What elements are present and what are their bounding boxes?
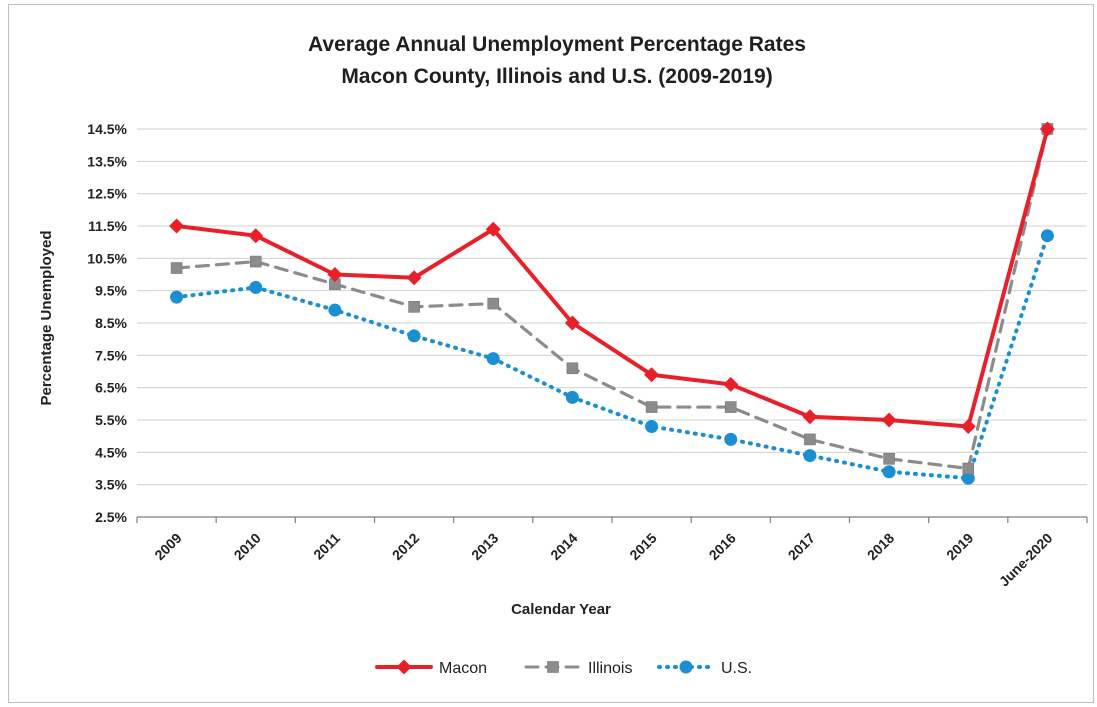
data-point-macon: [327, 267, 343, 282]
data-point-u-s: [407, 329, 421, 343]
x-tick-label: 2017: [785, 530, 818, 563]
data-point-illinois: [645, 401, 658, 413]
series-lines: [169, 121, 1055, 485]
data-point-u-s: [170, 290, 184, 304]
legend-label-macon: Macon: [439, 660, 487, 677]
legend-marker-u-s: [679, 660, 693, 674]
data-point-u-s: [249, 280, 263, 294]
data-point-illinois: [566, 362, 579, 375]
data-point-u-s: [961, 471, 975, 485]
y-tick-label: 11.5%: [88, 218, 127, 234]
x-tick-label: 2018: [864, 530, 897, 563]
data-point-macon: [960, 418, 976, 434]
data-point-u-s: [724, 432, 738, 446]
x-axis-title: Calendar Year: [511, 601, 611, 618]
legend: Macon Illinois U.S.: [375, 659, 752, 677]
y-tick-labels: 2.5% 3.5% 4.5% 5.5% 6.5% 7.5% 8.5% 9.5% 10.5% 11.…: [87, 121, 127, 525]
x-tick-label: June-2020: [996, 530, 1056, 590]
data-point-macon: [881, 412, 897, 428]
y-tick-label: 8.5%: [95, 315, 127, 331]
data-point-macon: [802, 409, 818, 425]
chart-title: Average Annual Unemployment Percentage R…: [308, 33, 806, 56]
axes: [136, 516, 1088, 523]
x-tick-label: 2013: [468, 530, 501, 563]
legend-label-u-s: U.S.: [721, 660, 752, 677]
y-tick-label: 12.5%: [87, 186, 127, 202]
data-point-u-s: [803, 449, 817, 463]
chart-svg: Average Annual Unemployment Percentage R…: [38, 33, 1088, 677]
series-line-u-s: [174, 233, 1050, 481]
legend-marker-illinois: [547, 661, 559, 673]
series-line-macon: [174, 127, 1050, 429]
y-tick-label: 10.5%: [87, 250, 127, 266]
y-tick-label: 2.5%: [95, 509, 127, 525]
data-point-macon: [406, 270, 422, 286]
y-tick-label: 9.5%: [95, 283, 127, 299]
data-point-illinois: [170, 262, 183, 274]
data-point-macon: [644, 367, 660, 383]
x-tick-label: 2012: [389, 530, 422, 563]
data-point-macon: [723, 376, 739, 392]
y-tick-label: 6.5%: [95, 380, 127, 396]
legend-label-illinois: Illinois: [588, 660, 632, 677]
y-tick-label: 14.5%: [87, 121, 127, 137]
data-point-macon: [248, 228, 264, 244]
y-tick-label: 7.5%: [95, 347, 127, 363]
data-point-illinois: [408, 301, 420, 313]
data-point-illinois: [249, 255, 262, 268]
data-point-illinois: [724, 401, 737, 413]
data-point-u-s: [565, 390, 579, 404]
data-point-illinois: [962, 462, 975, 475]
gridlines: [137, 128, 1087, 486]
chart-frame: Average Annual Unemployment Percentage R…: [8, 4, 1094, 703]
y-tick-label: 5.5%: [95, 412, 127, 428]
data-point-illinois: [883, 452, 895, 465]
data-point-macon: [169, 218, 185, 234]
data-point-u-s: [882, 465, 896, 479]
data-point-macon: [485, 221, 501, 237]
data-point-u-s: [1040, 229, 1054, 243]
x-tick-label: 2010: [231, 530, 264, 563]
data-point-illinois: [804, 433, 816, 446]
x-tick-labels: 2009 2010 2011 2012 2013 2014 2015 2016 2017 2018…: [151, 530, 1055, 590]
data-point-u-s: [645, 419, 659, 433]
data-point-illinois: [487, 297, 500, 310]
legend-marker-macon: [396, 659, 412, 675]
y-tick-label: 3.5%: [95, 477, 127, 493]
x-tick-label: 2019: [943, 530, 976, 563]
x-tick-label: 2011: [310, 530, 343, 563]
x-tick-label: 2009: [151, 530, 184, 563]
x-tick-label: 2015: [626, 530, 659, 563]
x-tick-label: 2014: [547, 530, 580, 563]
y-tick-label: 4.5%: [95, 444, 127, 460]
y-axis-title: Percentage Unemployed: [38, 230, 55, 405]
data-point-u-s: [486, 352, 500, 366]
data-point-u-s: [328, 303, 342, 317]
chart-subtitle: Macon County, Illinois and U.S. (2009-20…: [341, 65, 772, 88]
x-tick-label: 2016: [706, 530, 739, 563]
data-point-macon: [1039, 121, 1055, 137]
y-tick-label: 13.5%: [87, 153, 127, 169]
series-line-illinois: [174, 127, 1050, 471]
data-point-macon: [564, 315, 580, 331]
